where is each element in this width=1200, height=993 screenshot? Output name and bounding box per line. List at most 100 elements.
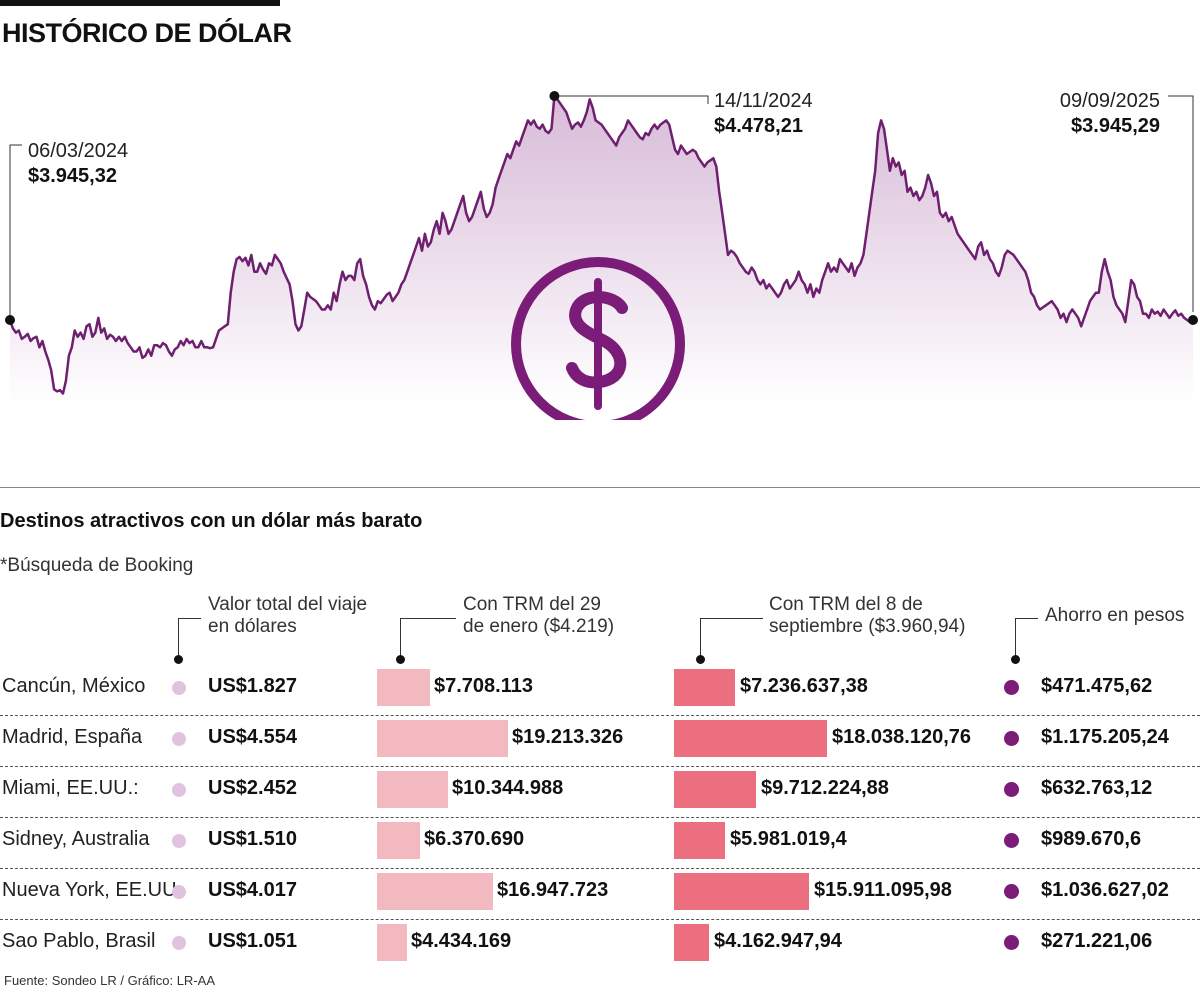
row-usd-value: US$4.554 [208, 726, 297, 748]
leader-dot-trm-jan [396, 655, 405, 664]
annotation-leader-max [558, 95, 709, 104]
col-header-usd: Valor total del viaje en dólares [208, 594, 368, 637]
row-city: Nueva York, EE.UU. [2, 879, 183, 901]
row-usd-value: US$1.827 [208, 675, 297, 697]
history-line [8, 94, 1194, 395]
bar-trm-jan [377, 669, 430, 706]
history-area [10, 96, 1193, 405]
table-note: *Búsqueda de Booking [0, 555, 194, 576]
label-trm-sep: $9.712.224,88 [761, 777, 889, 799]
bar-trm-jan [377, 924, 407, 961]
bar-trm-sep [674, 873, 809, 910]
label-trm-jan: $10.344.988 [452, 777, 564, 799]
leader-dot-savings [1011, 655, 1020, 664]
col-header-savings: Ahorro en pesos [1045, 605, 1185, 626]
annotation-date-end: 09/09/2025 [1060, 90, 1160, 112]
label-trm-jan: $19.213.326 [512, 726, 624, 748]
row-city: Madrid, España [2, 726, 143, 748]
row-savings-value: $271.221,06 [1041, 930, 1153, 952]
table-row: Madrid, España US$4.554 $19.213.326 $18.038… [0, 714, 1200, 764]
row-city: Sao Pablo, Brasil [2, 930, 156, 952]
table-row: Miami, EE.UU.: US$2.452 $10.344.988 $9.712.… [0, 765, 1200, 815]
row-separator [0, 817, 1200, 818]
label-trm-sep: $15.911.095,98 [814, 879, 952, 901]
col-header-trm-sep: Con TRM del 8 de septiembre ($3.960,94) [769, 594, 966, 637]
usd-dot [172, 885, 186, 899]
bar-trm-sep [674, 924, 709, 961]
row-usd-value: US$1.051 [208, 930, 297, 952]
leader-dot-usd [174, 655, 183, 664]
usd-dot [172, 834, 186, 848]
row-separator [0, 868, 1200, 869]
row-city: Sidney, Australia [2, 828, 150, 850]
row-usd-value: US$2.452 [208, 777, 297, 799]
label-trm-jan: $6.370.690 [424, 828, 525, 850]
bar-trm-sep [674, 720, 827, 757]
label-trm-jan: $16.947.723 [497, 879, 609, 901]
usd-dot [172, 732, 186, 746]
leader-trm-sep [700, 618, 763, 657]
source-note: Fuente: Sondeo LR / Gráfico: LR-AA [4, 973, 215, 988]
savings-dot [1004, 935, 1019, 950]
row-savings-value: $1.175.205,24 [1041, 726, 1169, 748]
savings-dot [1004, 782, 1019, 797]
leader-usd [178, 618, 201, 658]
annotation-dot-max [549, 91, 560, 101]
col-header-trm-jan: Con TRM del 29 de enero ($4.219) [463, 594, 615, 637]
annotation-date-max: 14/11/2024 [714, 90, 813, 112]
table-title: Destinos atractivos con un dólar más bar… [0, 510, 423, 532]
row-savings-value: $1.036.627,02 [1041, 879, 1169, 901]
top-rule [0, 0, 280, 6]
annotation-date-start: 06/03/2024 [28, 140, 128, 162]
annotation-dot-start [5, 315, 15, 325]
table-row: Cancún, México US$1.827 $7.708.113 $7.236.6… [0, 663, 1200, 713]
leader-dot-trm-sep [696, 655, 705, 664]
row-separator [0, 715, 1200, 716]
row-savings-value: $471.475,62 [1041, 675, 1153, 697]
row-savings-value: $632.763,12 [1041, 777, 1153, 799]
label-trm-sep: $18.038.120,76 [832, 726, 972, 748]
dollar-history-chart: 06/03/2024 $3.945,32 14/11/2024 $4.478,2… [5, 90, 1198, 420]
row-city: Miami, EE.UU.: [2, 777, 139, 799]
leader-trm-jan [400, 618, 456, 657]
annotation-value-end: $3.945,29 [1071, 115, 1160, 137]
leader-usd-top [178, 618, 201, 619]
label-trm-jan: $7.708.113 [434, 675, 533, 697]
bar-trm-jan [377, 822, 420, 859]
table-row: Sidney, Australia US$1.510 $6.370.690 $5.98… [0, 816, 1200, 866]
savings-dot [1004, 731, 1019, 746]
usd-dot [172, 936, 186, 950]
usd-dot [172, 681, 186, 695]
usd-dot [172, 783, 186, 797]
table-row: Nueva York, EE.UU. US$4.017 $16.947.723 $15… [0, 867, 1200, 917]
annotation-value-max: $4.478,21 [714, 115, 803, 137]
dollar-coin-icon [511, 257, 685, 420]
label-trm-sep: $7.236.637,38 [740, 675, 868, 697]
savings-dot [1004, 833, 1019, 848]
row-separator [0, 919, 1200, 920]
table-row: Sao Pablo, Brasil US$1.051 $4.434.169 $4.16… [0, 918, 1200, 968]
section-divider [0, 487, 1200, 488]
bar-trm-jan [377, 771, 448, 808]
row-usd-value: US$1.510 [208, 828, 297, 850]
annotation-leader-end [1168, 95, 1194, 312]
row-savings-value: $989.670,6 [1041, 828, 1142, 850]
annotation-value-start: $3.945,32 [28, 165, 117, 187]
annotation-dot-end [1188, 315, 1198, 325]
row-city: Cancún, México [2, 675, 146, 697]
bar-trm-jan [377, 720, 508, 757]
label-trm-sep: $5.981.019,4 [730, 828, 847, 850]
page-title: HISTÓRICO DE DÓLAR [2, 18, 292, 48]
label-trm-jan: $4.434.169 [411, 930, 512, 952]
savings-dot [1004, 680, 1019, 695]
bar-trm-sep [674, 771, 756, 808]
leader-savings [1015, 618, 1038, 657]
bar-trm-sep [674, 822, 725, 859]
row-usd-value: US$4.017 [208, 879, 297, 901]
savings-dot [1004, 884, 1019, 899]
bar-trm-sep [674, 669, 735, 706]
bar-trm-jan [377, 873, 493, 910]
annotation-leader-start [9, 144, 22, 320]
label-trm-sep: $4.162.947,94 [714, 930, 842, 952]
row-separator [0, 766, 1200, 767]
